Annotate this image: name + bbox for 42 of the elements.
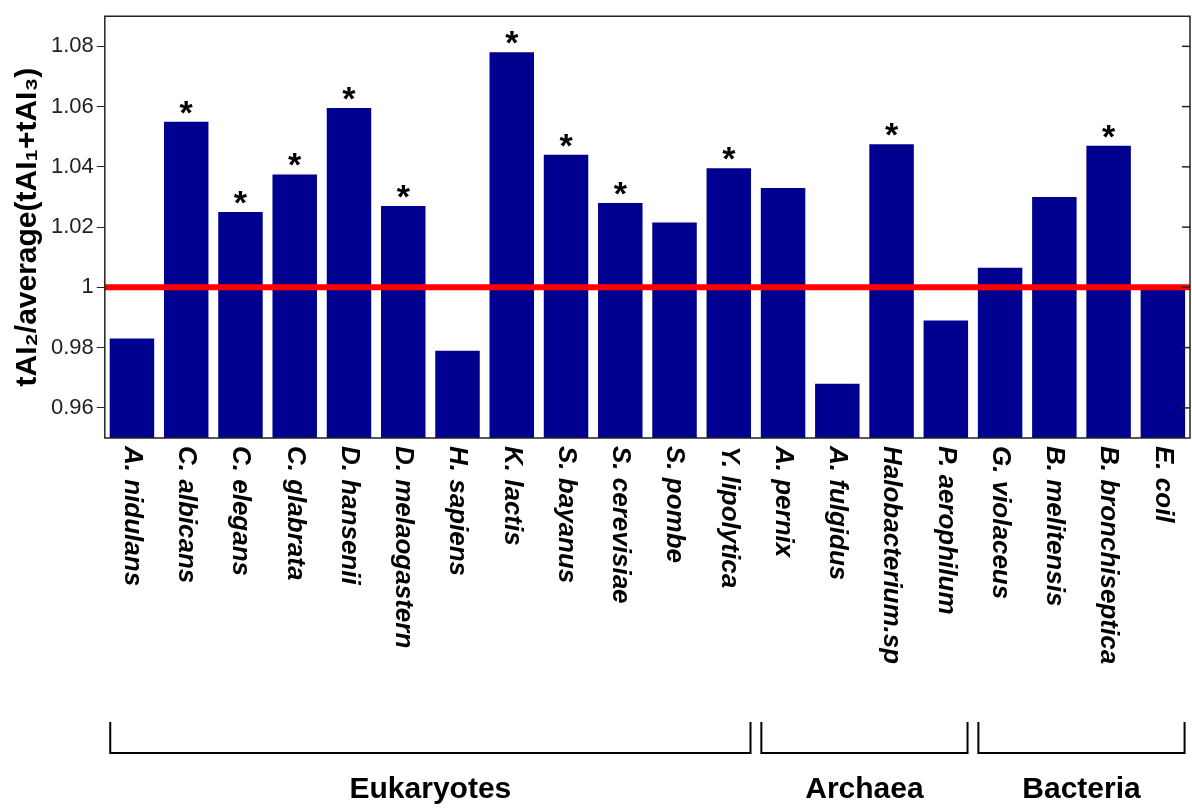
x-tick-label: C. albicans <box>173 446 204 584</box>
x-tick-label: Y. lipolytica <box>715 446 746 589</box>
y-tick-label: 1.08 <box>50 32 94 58</box>
x-tick-label: E. coil <box>1149 446 1180 524</box>
x-tick-label: S. cerevisiae <box>607 446 638 604</box>
x-tick-label: D. melaogastern <box>390 446 421 649</box>
y-axis-title: tAI₂/average(tAI₁+tAI₃) <box>9 67 43 387</box>
x-tick-label: A. pernix <box>769 445 800 559</box>
x-tick-label: D. hansenii <box>335 446 366 586</box>
annotation: * <box>396 177 411 216</box>
x-tick-label: B. bronchiseptica <box>1095 446 1126 665</box>
y-tick-label: 0.96 <box>50 393 94 419</box>
y-tick-label: 1.06 <box>50 92 94 118</box>
x-tick-label: H. sapiens <box>444 446 475 577</box>
x-tick-label: S. pombe <box>661 446 692 564</box>
annotation: * <box>233 183 248 222</box>
annotation: * <box>1101 116 1116 155</box>
x-tick-label: B. melitensis <box>1041 446 1072 607</box>
x-tick-label: P. aerophilum <box>932 446 963 615</box>
annotation: * <box>342 79 357 118</box>
x-tick-label: C. elegans <box>227 446 258 577</box>
x-tick-label: A. fulgidus <box>824 445 855 581</box>
x-tick-label: S. bayanus <box>552 446 583 584</box>
y-tick-label: 1 <box>81 273 94 299</box>
annotation: * <box>559 125 574 164</box>
annotation: * <box>179 92 194 131</box>
x-tick-label: G. violaceus <box>986 446 1017 600</box>
x-tick-label: Halobacterium.sp <box>878 446 909 665</box>
annotation: * <box>884 115 899 154</box>
x-tick-label: A. nidulans <box>118 445 149 587</box>
y-tick-label: 0.98 <box>50 333 94 359</box>
annotation: * <box>505 23 520 62</box>
y-tick-label: 1.04 <box>50 152 94 178</box>
text: Archaea <box>805 771 924 804</box>
x-tick-label: C. glabrata <box>281 446 312 581</box>
annotation: * <box>722 139 737 178</box>
x-tick-label: K. lactis <box>498 446 529 546</box>
y-tick-label: 1.02 <box>50 213 94 239</box>
text: Bacteria <box>1022 771 1141 804</box>
annotation: * <box>613 174 628 212</box>
text: Eukaryotes <box>349 771 512 804</box>
annotation: * <box>288 145 303 184</box>
